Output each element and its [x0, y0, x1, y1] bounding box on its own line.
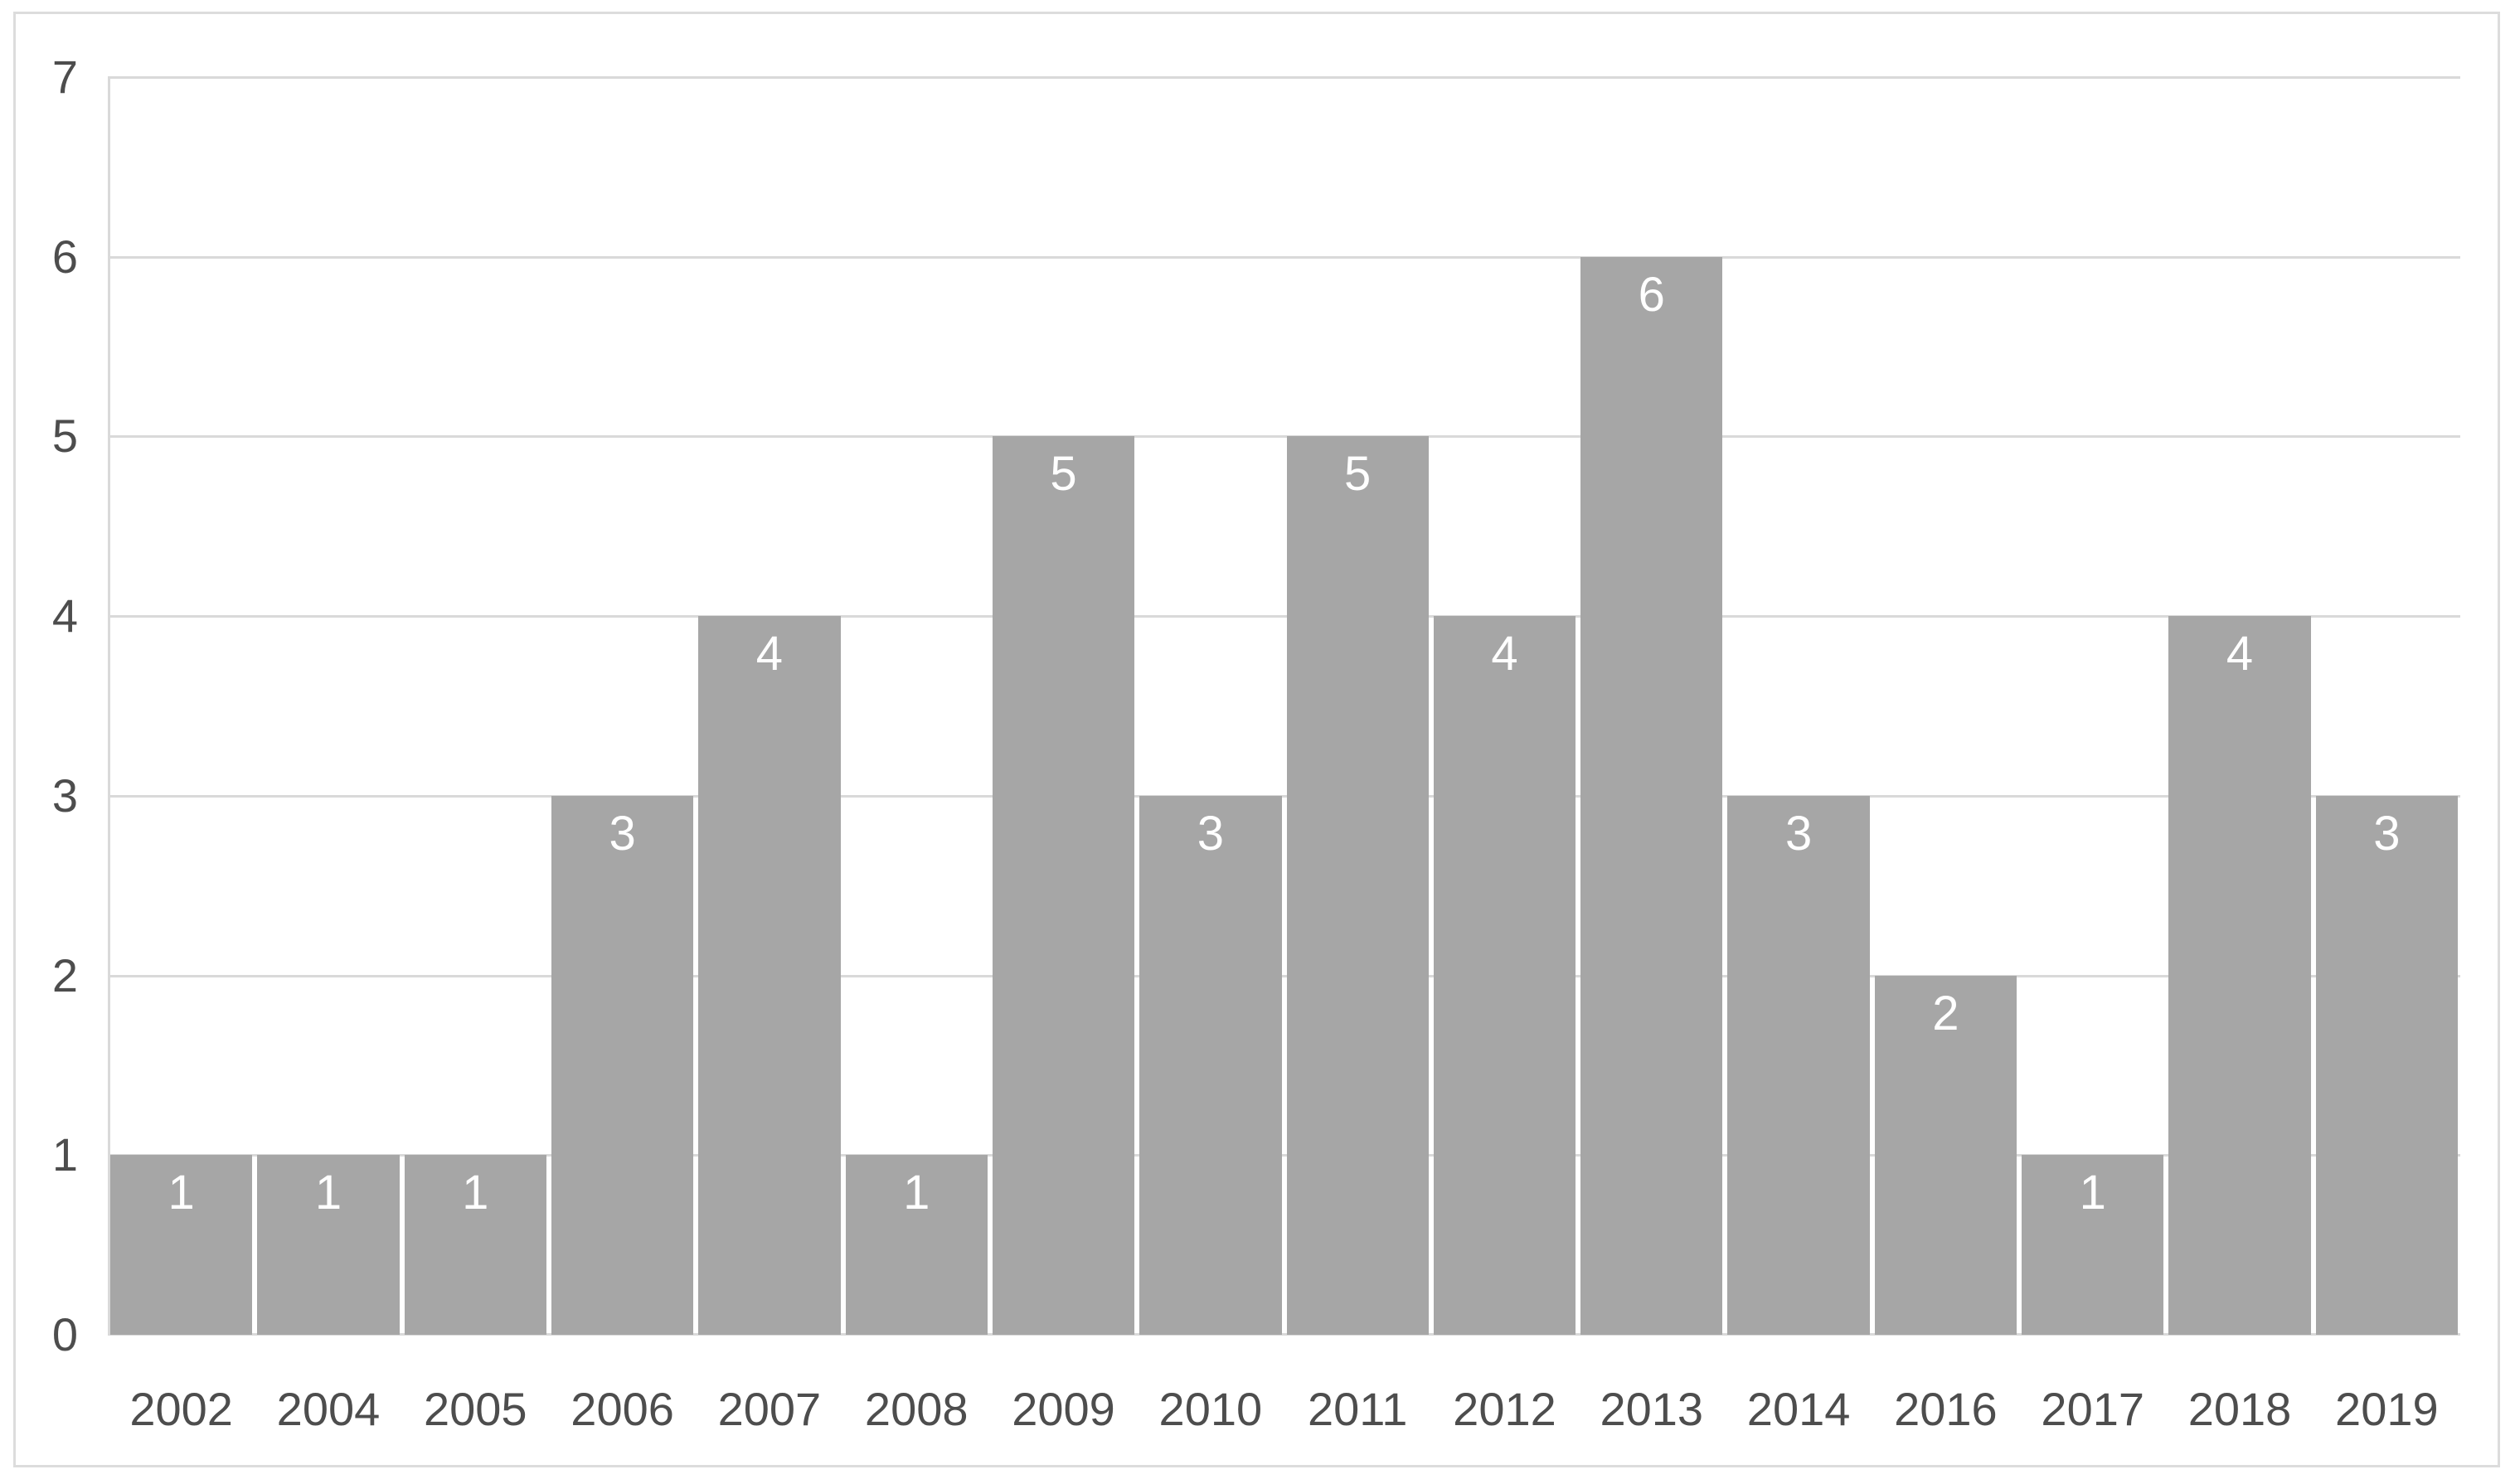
bar-2016: 2 [1874, 975, 2017, 1335]
x-tick-label-2018: 2018 [2187, 1383, 2292, 1435]
gridline-y4 [108, 615, 2460, 618]
bar-value-label: 4 [755, 627, 784, 681]
x-tick-label-2008: 2008 [864, 1383, 969, 1435]
bar-2014: 3 [1727, 795, 1870, 1335]
bar-value-label: 3 [1197, 806, 1224, 861]
bar-value-label: 1 [2079, 1166, 2106, 1220]
gridline-y7 [108, 76, 2460, 79]
x-tick-label-2006: 2006 [570, 1383, 674, 1435]
bar-value-label: 6 [1638, 267, 1665, 322]
y-axis-line [108, 77, 110, 1335]
bar-2018: 4 [2168, 616, 2311, 1335]
bar-2012: 4 [1433, 616, 1576, 1335]
bar-2007: 4 [698, 616, 841, 1335]
y-tick-label-0: 0 [51, 1308, 78, 1360]
gridline-y3 [108, 794, 2460, 798]
bar-value-label: 1 [903, 1166, 930, 1220]
y-tick-label-3: 3 [51, 769, 78, 822]
x-tick-label-2010: 2010 [1158, 1383, 1263, 1435]
bar-value-label: 1 [462, 1166, 489, 1220]
bar-2009: 5 [992, 436, 1135, 1335]
x-tick-label-2007: 2007 [717, 1383, 822, 1435]
plot-area: 1 1 1 3 4 1 5 3 5 4 6 3 2 1 4 3 [108, 76, 2460, 1336]
y-tick-label-4: 4 [51, 589, 78, 643]
bar-2006: 3 [551, 795, 694, 1335]
bar-value-label: 4 [2226, 627, 2254, 681]
bar-2017: 1 [2022, 1155, 2164, 1335]
x-tick-label-2019: 2019 [2335, 1383, 2439, 1435]
x-tick-label-2014: 2014 [1746, 1383, 1851, 1435]
x-tick-label-2013: 2013 [1600, 1383, 1704, 1435]
y-tick-label-5: 5 [51, 410, 78, 463]
x-tick-label-2002: 2002 [129, 1383, 233, 1435]
bar-value-label: 5 [1344, 447, 1372, 502]
bar-value-label: 2 [1932, 986, 1959, 1040]
x-tick-label-2005: 2005 [423, 1383, 527, 1435]
bar-2013: 6 [1580, 256, 1723, 1335]
bar-2004: 1 [257, 1155, 400, 1335]
bar-2019: 3 [2315, 795, 2458, 1335]
y-tick-label-7: 7 [51, 51, 78, 103]
y-tick-label-1: 1 [51, 1128, 78, 1181]
y-tick-label-2: 2 [51, 948, 78, 1001]
bar-value-label: 3 [609, 806, 636, 861]
bar-2008: 1 [845, 1155, 988, 1335]
x-tick-label-2012: 2012 [1453, 1383, 1556, 1435]
bar-value-label: 1 [168, 1166, 195, 1220]
bar-value-label: 1 [314, 1166, 342, 1220]
gridline-y5 [108, 435, 2460, 439]
bar-2010: 3 [1139, 795, 1282, 1335]
bar-2002: 1 [110, 1155, 253, 1335]
x-tick-label-2016: 2016 [1894, 1383, 1998, 1435]
gridline-y1 [108, 1154, 2460, 1157]
bar-2005: 1 [404, 1155, 546, 1335]
x-tick-label-2004: 2004 [276, 1383, 381, 1435]
bar-value-label: 5 [1050, 447, 1077, 502]
bar-2011: 5 [1286, 436, 1429, 1335]
y-tick-label-6: 6 [51, 230, 78, 283]
bar-value-label: 3 [1784, 806, 1813, 861]
gridline-y6 [108, 255, 2460, 259]
bar-value-label: 3 [2373, 806, 2401, 861]
gridline-y2 [108, 974, 2460, 977]
bar-value-label: 4 [1491, 627, 1518, 681]
x-tick-label-2017: 2017 [2041, 1383, 2145, 1435]
x-axis-line [108, 1333, 2460, 1336]
x-tick-label-2011: 2011 [1307, 1383, 1408, 1435]
x-tick-label-2009: 2009 [1012, 1383, 1115, 1435]
